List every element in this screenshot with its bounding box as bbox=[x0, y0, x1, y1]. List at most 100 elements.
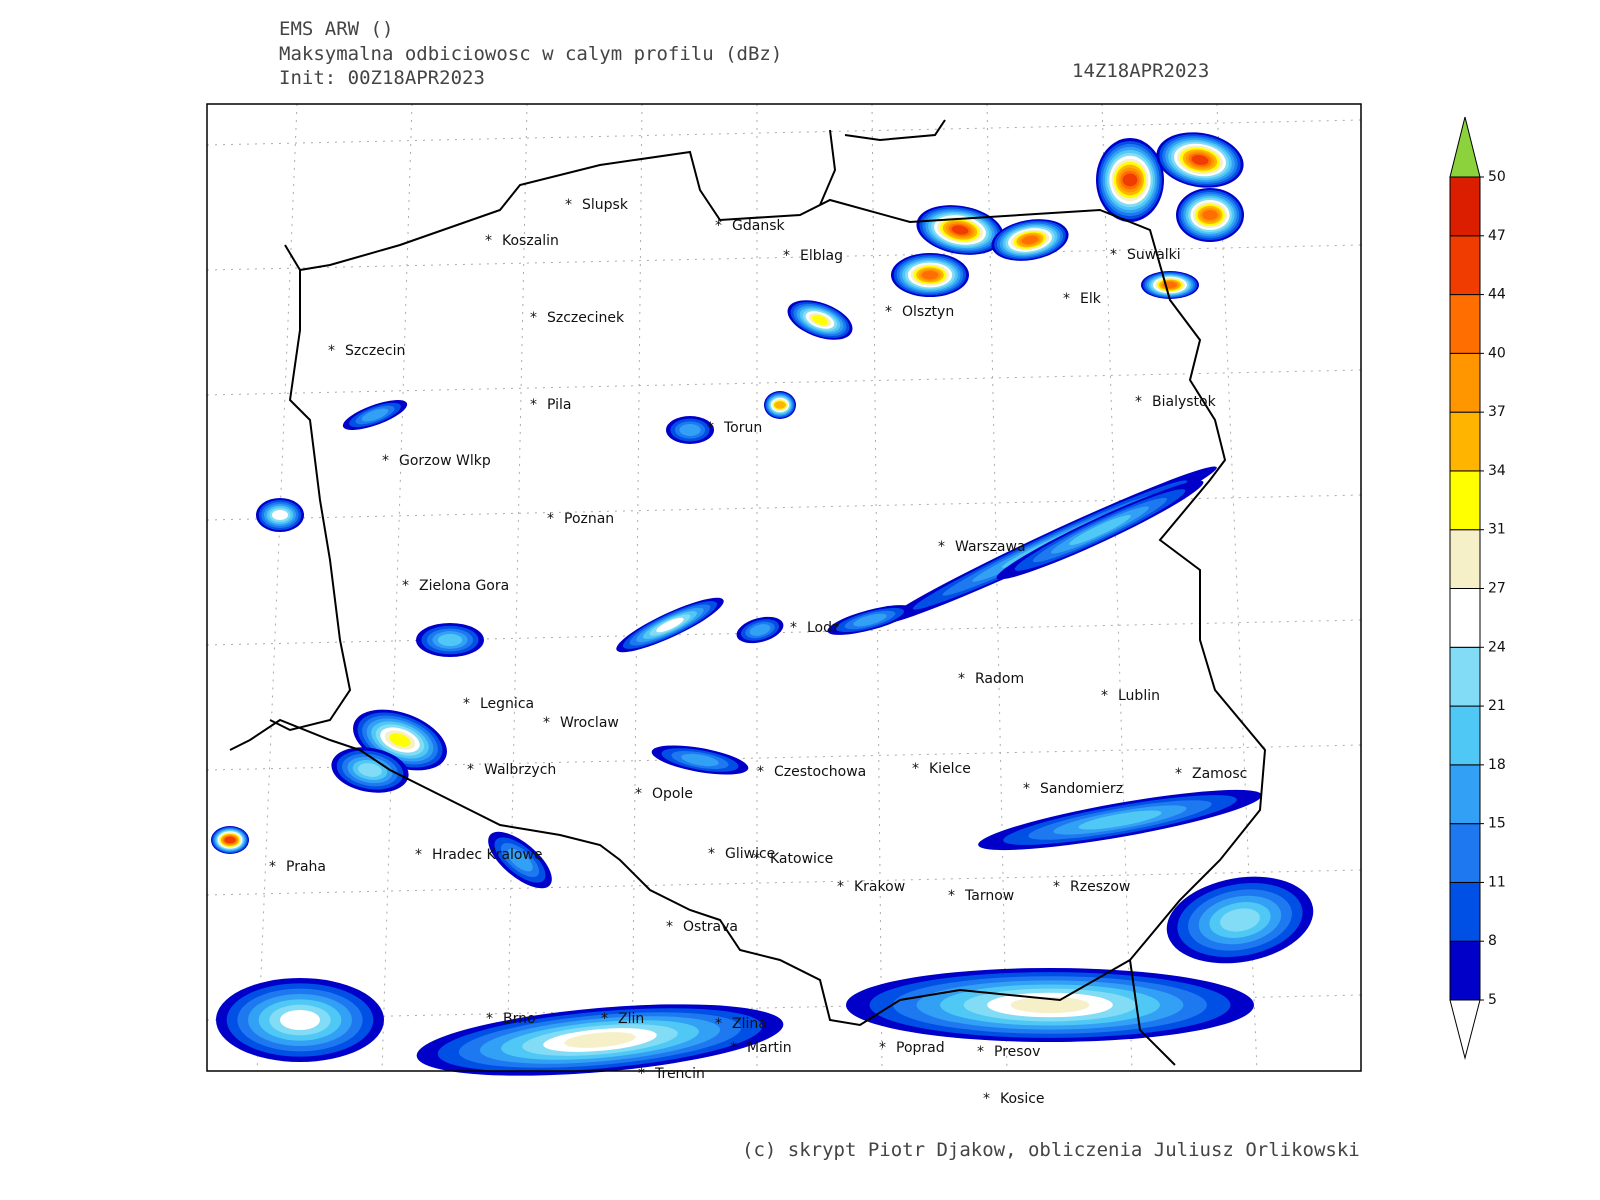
colorbar-band bbox=[1449, 940, 1481, 1001]
colorbar-band bbox=[1449, 235, 1481, 296]
city-marker: * bbox=[485, 233, 492, 249]
city-label: Gorzow Wlkp bbox=[399, 453, 491, 469]
echo bbox=[280, 1010, 320, 1030]
echo bbox=[853, 613, 887, 627]
city-marker: * bbox=[530, 397, 537, 413]
echo bbox=[1191, 155, 1209, 165]
colorbar-band bbox=[1449, 529, 1481, 590]
echo bbox=[1010, 996, 1090, 1014]
city-marker: * bbox=[1063, 291, 1070, 307]
echo bbox=[1021, 235, 1039, 245]
grid-line bbox=[206, 119, 1362, 146]
map-frame bbox=[206, 103, 1362, 1072]
colorbar-label: 11 bbox=[1488, 874, 1506, 890]
city-marker: * bbox=[382, 453, 389, 469]
echo bbox=[774, 401, 786, 409]
colorbar-band bbox=[1449, 470, 1481, 531]
city-label: Torun bbox=[723, 420, 762, 436]
colorbar-band bbox=[1449, 764, 1481, 825]
city-label: Hradec Kralowe bbox=[432, 847, 543, 863]
grid-line bbox=[206, 869, 1362, 896]
grid-line bbox=[1101, 103, 1133, 1072]
colorbar: 5 8 11 15 18 21 24 27 31 34 37 40 44 47 50 bbox=[1449, 116, 1506, 1060]
colorbar-band bbox=[1449, 352, 1481, 413]
colorbar-under bbox=[1449, 999, 1481, 1060]
city-label: Zlina bbox=[732, 1016, 767, 1032]
colorbar-band bbox=[1449, 705, 1481, 766]
echoes bbox=[211, 132, 1314, 1076]
city-marker: * bbox=[948, 888, 955, 904]
grid-line bbox=[1216, 103, 1258, 1072]
city-marker: * bbox=[938, 539, 945, 555]
city-label: Szczecinek bbox=[547, 310, 625, 326]
city-label: Radom bbox=[975, 671, 1024, 687]
model: EMS ARW () bbox=[279, 18, 393, 40]
echo bbox=[811, 314, 829, 326]
city-label: Olsztyn bbox=[902, 304, 954, 320]
colorbar-band bbox=[1449, 588, 1481, 648]
echo bbox=[389, 733, 411, 747]
city-marker: * bbox=[565, 197, 572, 213]
city-marker: * bbox=[463, 696, 470, 712]
echo bbox=[224, 836, 236, 844]
city-marker: * bbox=[879, 1040, 886, 1056]
city-label: Zielona Gora bbox=[419, 578, 509, 594]
colorbar-band bbox=[1449, 881, 1481, 942]
city-label: Pila bbox=[547, 397, 572, 413]
init: Init: 00Z18APR2023 bbox=[279, 67, 485, 89]
city-label: Elk bbox=[1080, 291, 1102, 307]
grid-line bbox=[871, 103, 883, 1072]
colorbar-label: 40 bbox=[1488, 345, 1506, 361]
city-marker: * bbox=[983, 1091, 990, 1107]
city-label: Ostrava bbox=[683, 919, 738, 935]
city-marker: * bbox=[790, 620, 797, 636]
city-label: Sandomierz bbox=[1040, 781, 1123, 797]
city-marker: * bbox=[269, 859, 276, 875]
grid-line bbox=[506, 103, 528, 1072]
cities: * Slupsk * Koszalin * Gdansk * Elblag * Szczecine… bbox=[269, 197, 1247, 1107]
city-label: Bialystok bbox=[1152, 394, 1217, 410]
city-label: Kosice bbox=[1000, 1091, 1045, 1107]
echo bbox=[681, 753, 719, 767]
echo bbox=[1069, 515, 1131, 545]
colorbar-label: 5 bbox=[1488, 992, 1497, 1008]
city-label: Zlin bbox=[618, 1011, 644, 1027]
city-label: Szczecin bbox=[345, 343, 405, 359]
city-label: Trencin bbox=[654, 1066, 705, 1082]
echo bbox=[437, 633, 463, 647]
colorbar-label: 44 bbox=[1488, 287, 1506, 303]
city-marker: * bbox=[837, 879, 844, 895]
city-label: Walbrzych bbox=[484, 762, 556, 778]
city-label: Lublin bbox=[1118, 688, 1160, 704]
echo bbox=[1122, 173, 1138, 187]
city-label: Rzeszow bbox=[1070, 879, 1130, 895]
city-label: Krakow bbox=[854, 879, 905, 895]
grid-line bbox=[206, 244, 1362, 271]
colorbar-label: 24 bbox=[1488, 639, 1506, 655]
border bbox=[229, 119, 1267, 1066]
city-label: Legnica bbox=[480, 696, 534, 712]
city-marker: * bbox=[912, 761, 919, 777]
city-marker: * bbox=[958, 671, 965, 687]
valid-time: 14Z18APR2023 bbox=[1072, 60, 1209, 82]
graticule bbox=[206, 103, 1362, 1072]
city-label: Suwalki bbox=[1127, 247, 1181, 263]
colorbar-band bbox=[1449, 823, 1481, 883]
city-label: Praha bbox=[286, 859, 326, 875]
city-marker: * bbox=[753, 851, 760, 867]
city-marker: * bbox=[467, 762, 474, 778]
city-label: Koszalin bbox=[502, 233, 559, 249]
echo bbox=[749, 624, 771, 636]
city-marker: * bbox=[1101, 688, 1108, 704]
colorbar-label: 27 bbox=[1488, 581, 1506, 597]
city-label: Gdansk bbox=[732, 218, 785, 234]
city-label: Zamosc bbox=[1192, 766, 1247, 782]
city-label: Wroclaw bbox=[560, 715, 619, 731]
colorbar-band bbox=[1449, 411, 1481, 472]
city-marker: * bbox=[1175, 766, 1182, 782]
colorbar-band bbox=[1449, 176, 1481, 237]
grid-line bbox=[381, 103, 413, 1072]
city-marker: * bbox=[708, 846, 715, 862]
city-label: Slupsk bbox=[582, 197, 629, 213]
